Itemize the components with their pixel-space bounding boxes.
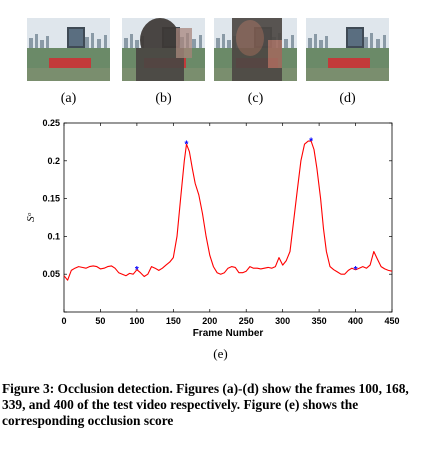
- subfigure-label-c: (c): [247, 91, 264, 106]
- x-tick-label: 250: [239, 316, 254, 326]
- frame-thumbnail-c: [214, 18, 297, 81]
- occlusion-score-line: [63, 140, 393, 281]
- x-tick-label: 350: [312, 316, 327, 326]
- x-tick-label: 300: [275, 316, 290, 326]
- figure-caption: Figure 3: Occlusion detection. Figures (…: [2, 381, 409, 428]
- y-axis-label: Sᵒ: [25, 212, 37, 222]
- x-tick-label: 100: [129, 316, 144, 326]
- frame-marker: *: [185, 140, 189, 151]
- subfigure-label-a: (a): [60, 91, 77, 106]
- frame-marker: *: [354, 265, 358, 276]
- figure-thumbnails: (a) (b) (c) (d): [0, 0, 429, 110]
- subfigure-label-b: (b): [155, 91, 172, 106]
- subfigure-label-d: (d): [339, 91, 356, 106]
- x-tick-label: 450: [384, 316, 399, 326]
- x-tick-label: 0: [61, 316, 66, 326]
- y-tick-label: 0.25: [42, 118, 60, 128]
- subfigure-label-e: (e): [213, 346, 228, 361]
- x-axis-label: Frame Number: [193, 328, 264, 339]
- frame-thumbnail-b: [122, 18, 205, 81]
- frame-picture: [27, 18, 110, 81]
- frame-marker: *: [135, 265, 139, 276]
- y-tick-label: 0.05: [42, 269, 60, 279]
- plot-frame: [63, 122, 393, 313]
- x-tick-label: 150: [166, 316, 181, 326]
- frame-thumbnail-a: [27, 18, 110, 81]
- x-tick-label: 200: [202, 316, 217, 326]
- y-tick-label: 0.2: [47, 156, 60, 166]
- frame-picture: [214, 18, 297, 81]
- y-tick-label: 0.15: [42, 194, 60, 204]
- y-tick-label: 0.1: [47, 231, 60, 241]
- frame-picture: [306, 18, 389, 81]
- chart-svg: 0 50 100 150 200 250 300 350 400 450 0.05 0.1 0.15 0.…: [25, 118, 400, 339]
- x-tick-label: 50: [95, 316, 105, 326]
- frame-marker: *: [309, 137, 313, 148]
- frame-thumbnail-d: [306, 18, 389, 81]
- frame-picture: [122, 18, 205, 81]
- x-tick-label: 400: [348, 316, 363, 326]
- occlusion-score-chart: 0 50 100 150 200 250 300 350 400 450 0.05 0.1 0.15 0.…: [0, 108, 429, 348]
